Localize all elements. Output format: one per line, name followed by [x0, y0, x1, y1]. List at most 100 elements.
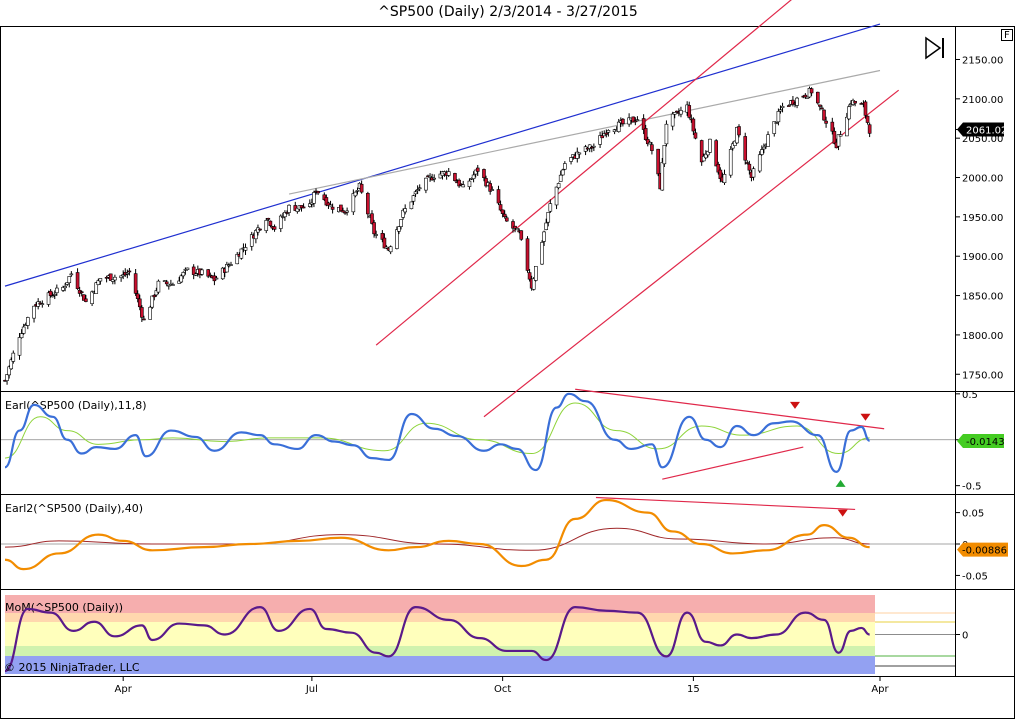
candle-body [359, 183, 364, 193]
candle-body [627, 117, 631, 125]
price-y-tick-label: 1850.00 [962, 292, 1003, 303]
candle-body [142, 318, 146, 321]
candle-body [645, 139, 650, 145]
candle-body [706, 151, 710, 156]
candle-body [635, 119, 640, 121]
candle-body [453, 173, 457, 182]
candle-body [137, 298, 142, 308]
candle-body [272, 226, 277, 230]
candle-body [772, 121, 777, 134]
mom-pane-label: MoM(^SP500 (Daily)) [5, 601, 123, 614]
candle-body [863, 101, 868, 116]
candle-body [401, 209, 405, 218]
candle-body [708, 138, 712, 153]
earl-y-tick-label: 0.5 [962, 390, 978, 401]
candle-body [69, 273, 74, 276]
candle-body [283, 212, 287, 218]
candle-body [388, 246, 393, 253]
candle-body [563, 163, 567, 170]
candle-body [341, 210, 345, 213]
candle-body [382, 237, 387, 249]
candle-body [125, 272, 130, 275]
candle-body [119, 275, 123, 278]
candle-body [409, 201, 414, 210]
price-y-tick-label: 1900.00 [962, 252, 1003, 263]
chart-title: ^SP500 (Daily) 2/3/2014 - 3/27/2015 [378, 4, 638, 20]
candle-body [461, 184, 466, 188]
candle-body [865, 115, 870, 123]
candle-body [714, 140, 718, 167]
candle-body [832, 130, 837, 144]
candle-body [693, 132, 698, 139]
candle-body [641, 118, 646, 130]
candle-body [50, 295, 55, 298]
candle-body [9, 359, 14, 370]
mom-y-tick-label: 0 [962, 631, 968, 642]
candle-body [504, 217, 509, 222]
candle-body [616, 121, 621, 132]
candle-body [171, 284, 175, 286]
candle-body [415, 189, 420, 191]
candle-body [662, 144, 667, 165]
candle-body [519, 230, 524, 240]
candle-body [65, 282, 70, 285]
candle-body [743, 136, 748, 161]
candle-body [762, 146, 766, 150]
earl2-pane-label: Earl2(^SP500 (Daily),40) [5, 502, 143, 515]
candle-body [355, 189, 360, 192]
x-axis: AprJulOct15AprJul [115, 676, 890, 695]
candle-body [457, 179, 461, 187]
candle-body [577, 152, 582, 155]
candle-body [81, 294, 86, 301]
candle-body [604, 132, 609, 135]
price-trend-line [375, 0, 792, 346]
candle-body [90, 291, 94, 304]
chart-frame [0, 26, 1015, 719]
candle-body [200, 269, 204, 275]
candle-body [316, 191, 320, 194]
candle-body [679, 110, 683, 115]
candle-body [397, 226, 401, 232]
candle-body [691, 118, 696, 132]
candle-body [531, 278, 536, 290]
candle-body [704, 153, 708, 159]
candle-body [600, 135, 604, 139]
earl2-trend-line [595, 496, 856, 511]
earl-last-badge [957, 434, 1004, 449]
x-tick-label: Jul [305, 684, 318, 695]
candle-body [867, 124, 872, 134]
candle-body [818, 104, 822, 107]
mom-band [5, 634, 875, 646]
candle-body [133, 273, 138, 294]
candle-body [312, 192, 316, 204]
candle-body [670, 113, 675, 127]
price-trend-line [288, 69, 881, 195]
candle-body [569, 157, 573, 162]
candle-body [656, 148, 660, 175]
candle-body [716, 163, 721, 173]
candle-body [830, 121, 835, 132]
price-y-tick-label: 2150.00 [962, 55, 1003, 66]
candle-body [643, 128, 648, 141]
candle-body [295, 207, 300, 212]
candle-body [26, 317, 30, 326]
candle-body [544, 222, 548, 230]
skip-to-end-icon[interactable] [925, 36, 944, 60]
f-box[interactable] [1001, 29, 1013, 41]
candle-body [606, 130, 611, 133]
candle-body [809, 88, 814, 94]
candle-body [167, 284, 171, 287]
candle-body [135, 293, 140, 299]
candle-body [21, 326, 26, 334]
candle-body [525, 238, 530, 271]
candle-body [446, 171, 451, 176]
candle-body [778, 109, 783, 112]
candle-body [326, 202, 331, 206]
f-box-label: F [1004, 30, 1010, 41]
candle-body [757, 154, 762, 172]
candle-body [730, 143, 735, 149]
candle-body [780, 105, 785, 109]
candle-body [845, 116, 849, 137]
candle-body [185, 267, 190, 270]
price-y-tick-label: 2000.00 [962, 174, 1003, 185]
